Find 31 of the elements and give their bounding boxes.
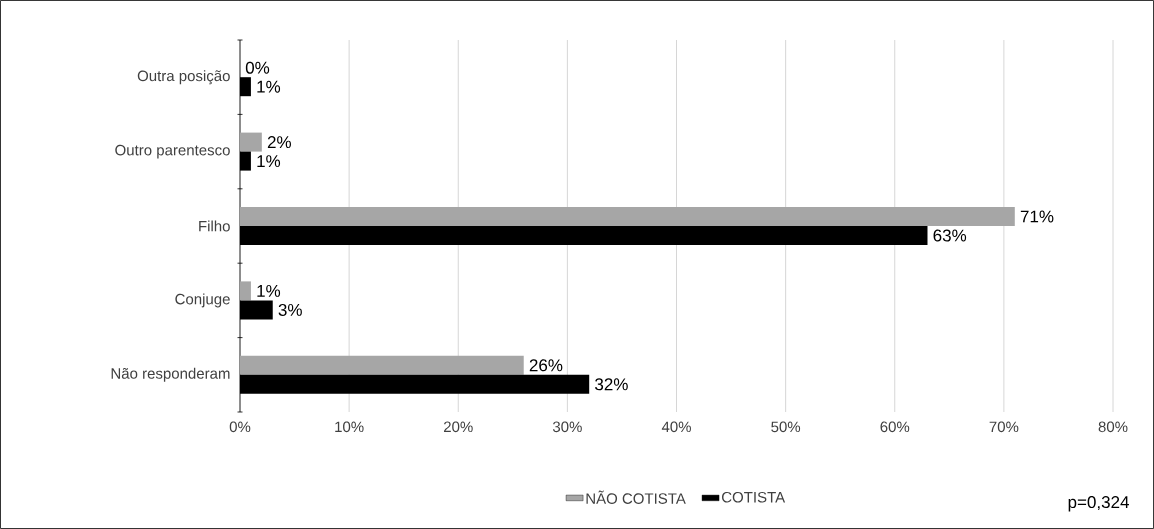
data-label: 1% xyxy=(257,80,281,93)
y-tick-label: Conjuge xyxy=(175,293,230,308)
x-tick-label: 0% xyxy=(229,421,251,433)
bar xyxy=(240,132,262,152)
data-label: 2% xyxy=(267,136,291,149)
bar xyxy=(240,207,1015,226)
x-tick-label: 20% xyxy=(443,421,473,433)
y-tick-label: Outro parentesco xyxy=(115,144,230,159)
x-tick-label: 50% xyxy=(771,421,801,433)
x-tick-label: 30% xyxy=(552,421,582,433)
data-label: 3% xyxy=(278,303,302,316)
data-label: 71% xyxy=(1020,210,1054,223)
legend-label: NÃO COTISTA xyxy=(586,490,686,504)
x-tick-label: 60% xyxy=(880,421,910,433)
data-label: 63% xyxy=(933,229,967,242)
x-tick-label: 40% xyxy=(661,421,691,433)
data-label: 0% xyxy=(245,61,270,74)
data-label: 1% xyxy=(257,155,281,168)
bar xyxy=(240,281,251,301)
data-label: 32% xyxy=(595,378,628,391)
text: p=0,324 xyxy=(1068,496,1129,512)
x-tick-label: 70% xyxy=(989,421,1019,433)
x-tick-label: 80% xyxy=(1098,421,1128,433)
data-label: 26% xyxy=(529,359,563,372)
legend-label: COTISTA xyxy=(722,491,786,503)
y-tick-label: Não responderam xyxy=(111,367,230,382)
data-label: 1% xyxy=(257,284,281,297)
bar xyxy=(240,355,524,375)
y-tick-label: Outra posição xyxy=(137,70,230,85)
y-tick-label: Filho xyxy=(199,220,230,232)
x-tick-label: 10% xyxy=(335,421,364,433)
